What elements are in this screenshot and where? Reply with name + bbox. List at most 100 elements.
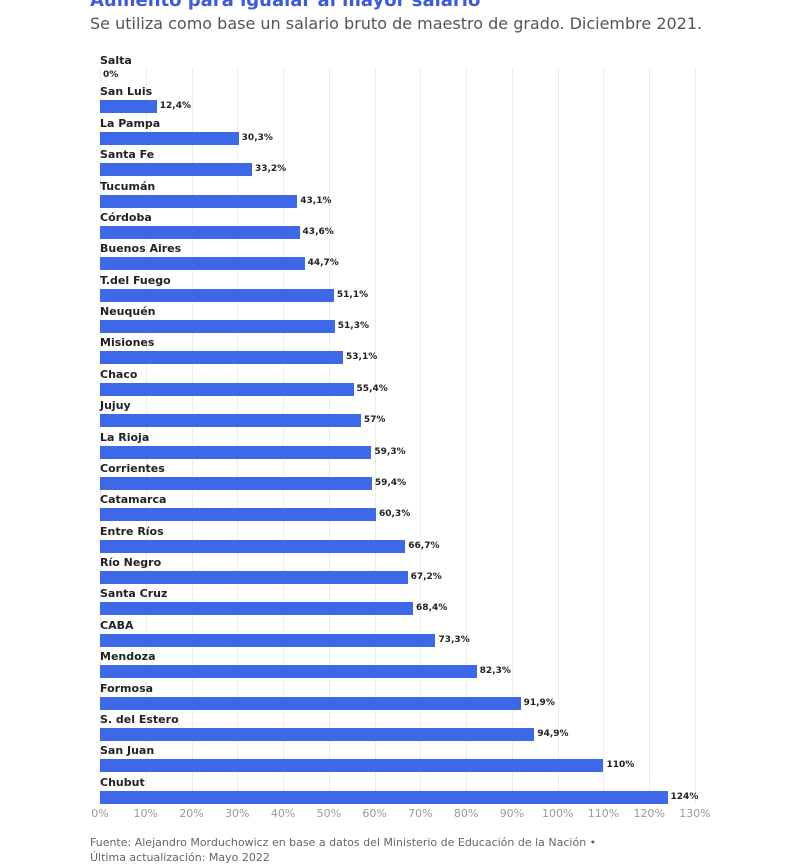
value-label: 66,7% <box>408 540 440 551</box>
gridline <box>466 68 468 804</box>
gridline <box>145 68 147 804</box>
gridline <box>237 68 239 804</box>
value-label: 68,4% <box>416 603 448 614</box>
category-label: T.del Fuego <box>100 273 171 287</box>
value-label: 0% <box>103 70 119 80</box>
last-updated-note: Última actualización: Mayo 2022 <box>90 851 270 864</box>
category-label: Neuquén <box>100 305 156 319</box>
value-label: 51,1% <box>336 289 369 300</box>
x-tick-label: 120% <box>633 807 665 820</box>
category-label: Río Negro <box>100 556 162 570</box>
category-label: Chaco <box>100 367 138 381</box>
x-tick-label: 0% <box>91 807 109 820</box>
x-tick-label: 30% <box>225 807 250 820</box>
value-label: 67,2% <box>410 572 442 583</box>
bar <box>100 476 372 490</box>
category-label: Jujuy <box>100 399 131 413</box>
bar <box>100 288 334 302</box>
bar <box>100 351 344 365</box>
chart-title: Aumento para igualar al mayor salario <box>90 0 481 11</box>
bar <box>100 194 298 208</box>
bar <box>100 414 361 428</box>
x-tick-label: 70% <box>408 807 433 820</box>
category-label: Córdoba <box>100 210 152 224</box>
category-label: Catamarca <box>100 493 167 507</box>
x-tick-label: 80% <box>453 807 479 820</box>
gridline <box>420 68 422 804</box>
bar <box>100 257 305 271</box>
bar <box>100 100 157 114</box>
bar <box>100 665 477 679</box>
bar <box>100 759 604 773</box>
category-label: San Juan <box>100 744 155 758</box>
bar <box>100 508 376 522</box>
bar <box>100 382 354 396</box>
value-label: 44,7% <box>307 258 339 269</box>
category-label: Tucumán <box>100 179 156 193</box>
category-label: San Luis <box>100 85 153 99</box>
gridline <box>191 68 193 804</box>
bar <box>100 602 414 616</box>
category-label: Mendoza <box>100 650 156 664</box>
category-label: Santa Fe <box>100 148 155 162</box>
category-label: Chubut <box>100 775 145 789</box>
value-label: 91,9% <box>523 697 555 708</box>
gridline <box>283 68 285 804</box>
x-tick-label: 20% <box>179 807 204 820</box>
category-label: Santa Cruz <box>100 587 168 601</box>
gridline <box>603 68 605 804</box>
bar <box>100 571 408 585</box>
value-label: 53,1% <box>346 352 378 363</box>
value-label: 43,6% <box>302 226 334 237</box>
chart-subtitle: Se utiliza como base un salario bruto de… <box>90 14 703 33</box>
bar <box>100 696 521 710</box>
category-label: Corrientes <box>100 461 165 475</box>
category-label: CABA <box>100 618 134 632</box>
value-label: 12,4% <box>159 101 191 112</box>
category-label: S. del Estero <box>100 712 179 726</box>
value-label: 60,3% <box>378 509 411 520</box>
category-label: Buenos Aires <box>100 242 182 256</box>
gridline <box>695 68 696 804</box>
category-label: Salta <box>100 54 132 67</box>
bar <box>100 539 406 553</box>
category-label: Misiones <box>100 336 155 350</box>
x-tick-label: 100% <box>541 807 574 820</box>
bar <box>100 633 436 647</box>
bar <box>100 225 300 239</box>
x-tick-label: 40% <box>270 807 296 820</box>
bar <box>100 131 239 145</box>
x-tick-label: 110% <box>587 807 620 820</box>
bar <box>100 790 668 804</box>
category-label: Formosa <box>100 681 154 695</box>
gridline <box>511 68 513 804</box>
category-label: La Rioja <box>100 430 150 444</box>
gridline <box>649 68 651 804</box>
gridline <box>100 68 101 804</box>
x-tick-label: 50% <box>316 807 342 820</box>
x-tick-label: 10% <box>133 807 158 820</box>
x-tick-label: 130% <box>679 807 711 820</box>
value-label: 43,1% <box>300 195 332 206</box>
gridline <box>328 68 330 804</box>
category-label: Entre Ríos <box>100 524 164 538</box>
x-tick-label: 90% <box>499 807 525 820</box>
value-label: 110% <box>606 760 635 771</box>
value-label: 82,3% <box>479 666 511 677</box>
value-label: 33,2% <box>254 164 287 175</box>
value-label: 57% <box>363 415 386 426</box>
gridline <box>374 68 376 804</box>
value-label: 51,3% <box>337 321 370 332</box>
bar <box>100 163 252 177</box>
category-label: La Pampa <box>100 116 161 130</box>
gridline <box>557 68 559 804</box>
value-label: 59,3% <box>374 446 406 457</box>
value-label: 124% <box>670 791 699 802</box>
value-label: 94,9% <box>537 728 569 739</box>
bar <box>100 320 335 334</box>
bar <box>100 445 372 459</box>
x-tick-label: 60% <box>362 807 387 820</box>
value-label: 55,4% <box>356 383 388 394</box>
value-label: 59,4% <box>374 477 407 488</box>
bar <box>100 727 535 741</box>
